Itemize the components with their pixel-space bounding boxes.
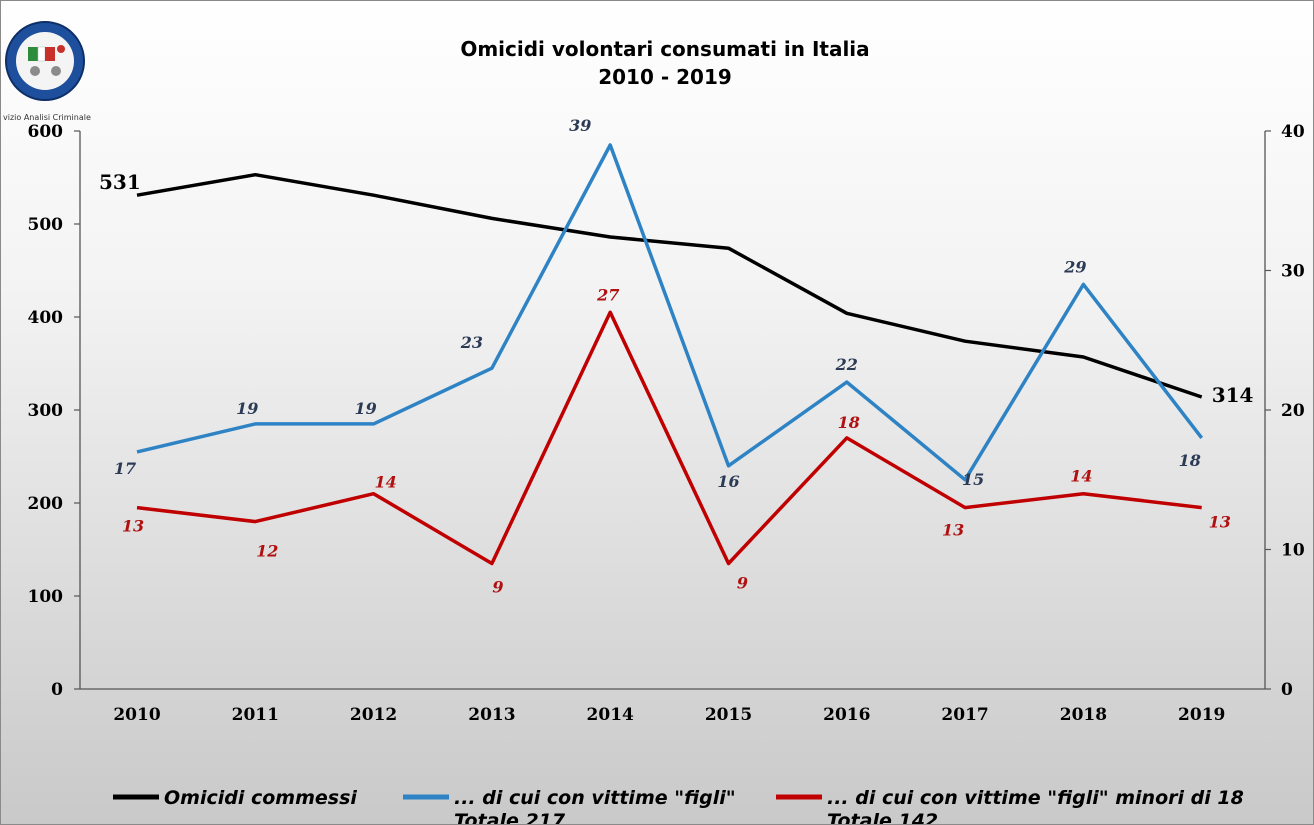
left-tick-label: 300	[28, 401, 64, 421]
data-label-figli-minori: 14	[374, 473, 396, 492]
data-label-omicidi: 531	[99, 170, 141, 194]
x-tick-label: 2019	[1178, 705, 1225, 725]
legend-label-omicidi: Omicidi commessi	[164, 787, 357, 809]
chart-subtitle: 2010 - 2019	[598, 65, 732, 89]
data-label-figli: 23	[460, 333, 483, 352]
right-tick-label: 40	[1281, 122, 1305, 142]
data-label-figli: 17	[114, 459, 136, 478]
data-label-figli: 22	[835, 355, 858, 374]
x-tick-label: 2014	[587, 705, 634, 725]
legend-total-figli-minori: Totale 142	[827, 810, 938, 824]
left-tick-label: 600	[28, 122, 64, 142]
data-label-figli-minori: 27	[596, 285, 619, 304]
data-label-figli: 29	[1063, 257, 1086, 276]
chart-title: Omicidi volontari consumati in Italia	[460, 37, 869, 61]
series-line-figli-minori	[136, 310, 1202, 566]
right-axis-ticks: 0 10 20 30 40	[1265, 122, 1305, 700]
data-label-figli: 19	[236, 399, 258, 418]
data-label-figli-minori: 12	[256, 542, 278, 561]
x-tick-label: 2016	[823, 705, 870, 725]
right-tick-label: 10	[1281, 541, 1305, 561]
left-tick-label: 0	[51, 680, 63, 700]
x-tick-label: 2012	[350, 705, 397, 725]
data-label-figli: 19	[354, 399, 376, 418]
data-label-figli-minori: 18	[838, 413, 860, 432]
x-axis-ticks: 2010 2011 2012 2013 2014 2015 2016 2017 2018 2019	[113, 705, 1225, 725]
left-axis-ticks: 0 100 200 300 400 500 600	[28, 122, 80, 700]
logo-seal	[5, 21, 85, 101]
left-tick-label: 200	[28, 494, 64, 514]
series-line-omicidi	[136, 172, 1203, 399]
data-labels: 531 314 17 19 19 23 39 16 22 15 29 18 13 12 14 9 27 9 18 13…	[99, 116, 1254, 597]
x-tick-label: 2018	[1060, 705, 1107, 725]
data-label-figli: 39	[569, 116, 591, 135]
data-label-figli-minori: 13	[942, 521, 964, 540]
x-tick-label: 2011	[232, 705, 279, 725]
data-label-omicidi: 314	[1212, 383, 1254, 407]
data-label-figli: 18	[1179, 451, 1201, 470]
data-label-figli-minori: 13	[122, 517, 144, 536]
data-label-figli: 15	[962, 470, 984, 489]
left-tick-label: 500	[28, 215, 64, 235]
left-tick-label: 400	[28, 308, 64, 328]
right-tick-label: 0	[1281, 680, 1293, 700]
legend-label-figli: ... di cui con vittime "figli"	[454, 787, 736, 809]
data-label-figli-minori: 14	[1070, 467, 1092, 486]
x-tick-label: 2010	[113, 705, 160, 725]
legend-label-figli-minori: ... di cui con vittime "figli" minori di…	[827, 787, 1244, 809]
right-tick-label: 30	[1281, 262, 1305, 282]
x-tick-label: 2015	[705, 705, 752, 725]
logo-caption: vizio Analisi Criminale	[3, 113, 91, 122]
left-tick-label: 100	[28, 587, 64, 607]
series-line-figli	[136, 143, 1204, 482]
x-tick-label: 2017	[941, 705, 988, 725]
right-tick-label: 20	[1281, 401, 1305, 421]
data-label-figli-minori: 9	[492, 577, 503, 596]
legend-total-figli: Totale 217	[454, 810, 566, 824]
legend: Omicidi commessi ... di cui con vittime …	[113, 787, 1244, 824]
data-label-figli: 16	[717, 472, 739, 491]
x-tick-label: 2013	[468, 705, 515, 725]
series-lines	[136, 143, 1204, 566]
data-label-figli-minori: 9	[737, 573, 748, 592]
data-label-figli-minori: 13	[1209, 513, 1231, 532]
